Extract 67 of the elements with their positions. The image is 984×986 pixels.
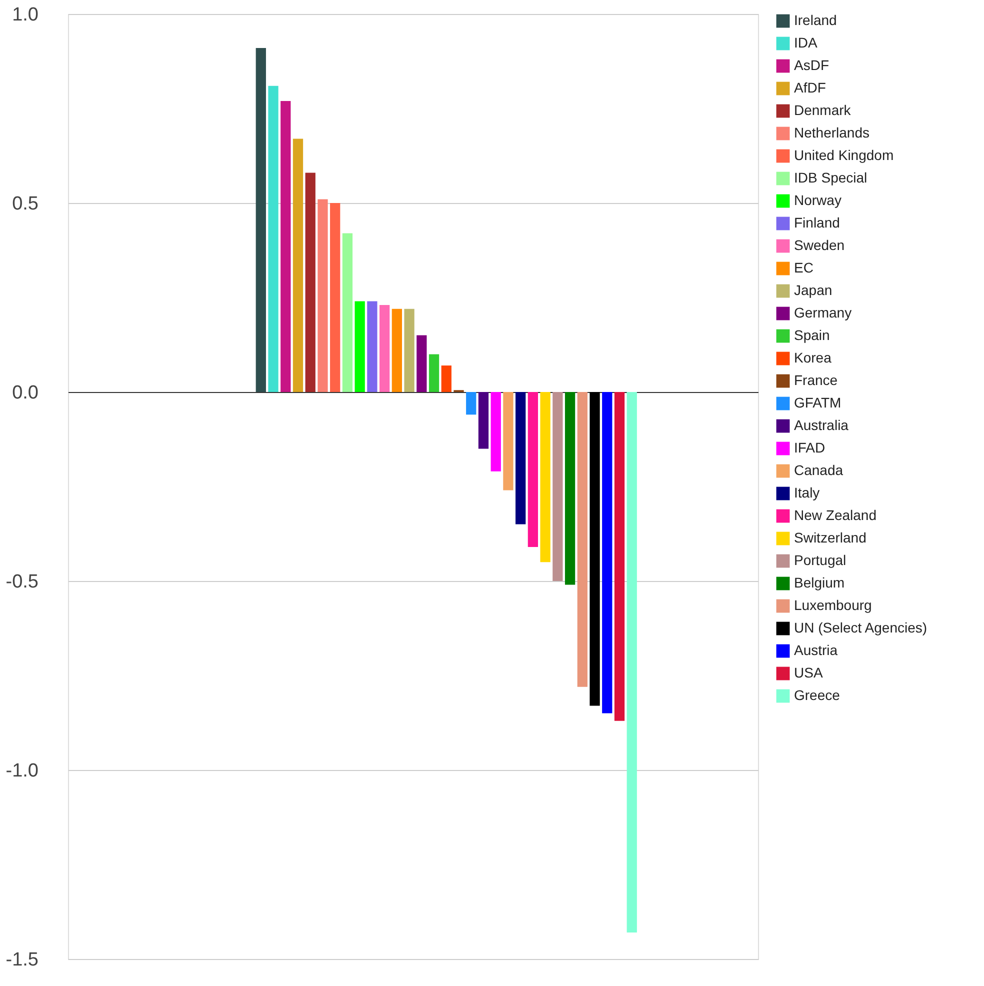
bar — [367, 301, 378, 392]
legend-label: Denmark — [794, 102, 852, 118]
legend-label: Switzerland — [794, 530, 866, 546]
bar — [602, 392, 612, 714]
legend-label: Norway — [794, 192, 842, 208]
legend-label: Netherlands — [794, 124, 870, 140]
legend-label: France — [794, 372, 838, 388]
legend-label: AfDF — [794, 80, 826, 96]
bar — [516, 392, 526, 524]
legend-label: USA — [794, 664, 824, 680]
bar — [528, 392, 538, 547]
y-tick-label: 0.0 — [12, 382, 38, 404]
bar — [354, 301, 365, 392]
bar — [466, 392, 476, 415]
bar — [540, 392, 550, 562]
bar — [503, 392, 514, 490]
bar — [318, 199, 328, 392]
bar — [292, 138, 304, 392]
legend-label: Canada — [794, 462, 844, 478]
legend-label: IFAD — [794, 440, 826, 456]
legend-label: UN (Select Agencies) — [794, 620, 928, 636]
bar — [626, 392, 637, 933]
legend-label: Sweden — [794, 237, 845, 253]
y-tick-label: -0.5 — [6, 572, 38, 592]
legend-label: IDA — [794, 34, 818, 50]
legend-label: GFATM — [794, 394, 842, 410]
bar — [590, 392, 600, 706]
bar — [268, 86, 278, 392]
legend-label: United Kingdom — [794, 147, 894, 163]
legend-label: New Zealand — [794, 507, 876, 523]
legend-label: AsDF — [794, 57, 829, 73]
bar — [428, 354, 440, 392]
legend-label: Ireland — [794, 12, 837, 28]
bar — [392, 308, 402, 392]
bar — [441, 366, 452, 392]
legend-label: Germany — [794, 304, 852, 320]
y-tick-label: -1.5 — [6, 950, 38, 970]
legend-label: Finland — [794, 214, 840, 230]
bar — [280, 100, 291, 392]
legend-label: Portugal — [794, 552, 846, 568]
legend-label: Luxembourg — [794, 597, 872, 613]
legend-label: Spain — [794, 327, 830, 343]
bar — [614, 392, 625, 721]
bar — [564, 392, 576, 585]
legend-label: Austria — [794, 642, 838, 658]
bar — [478, 392, 489, 449]
legend-label: Belgium — [794, 574, 845, 590]
bar — [404, 308, 414, 392]
legend-label: Australia — [794, 417, 849, 433]
legend-label: Italy — [794, 484, 820, 500]
legend-label: Greece — [794, 687, 840, 703]
legend-label: Japan — [794, 282, 832, 298]
bar — [577, 392, 588, 687]
bar — [490, 392, 501, 472]
y-tick-label: -1.0 — [6, 760, 38, 782]
legend-label: IDB Special — [794, 170, 868, 186]
bar — [256, 48, 266, 392]
bar — [416, 335, 427, 392]
y-tick-label: 1.0 — [12, 4, 38, 26]
bar — [552, 392, 563, 581]
y-tick-label: 0.5 — [12, 194, 38, 214]
bar — [305, 172, 316, 392]
bar — [342, 233, 353, 392]
legend-label: Korea — [794, 350, 832, 366]
bar — [379, 305, 390, 392]
bar — [330, 203, 340, 392]
legend-label: EC — [794, 260, 814, 276]
